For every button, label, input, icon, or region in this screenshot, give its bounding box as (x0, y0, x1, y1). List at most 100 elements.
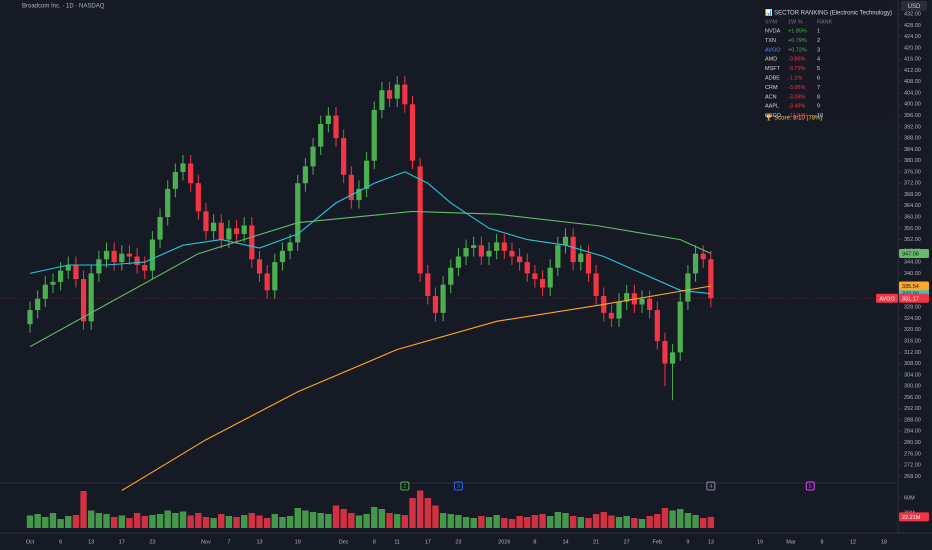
candle-body (195, 183, 201, 212)
candle-body (670, 352, 676, 364)
candle-body (685, 273, 691, 302)
volume-bar (110, 517, 118, 528)
candle-body (272, 262, 278, 291)
ticker-tag-box (876, 293, 898, 303)
volume-bar (263, 518, 271, 528)
volume-bar (133, 513, 141, 528)
y-tick-label: 300.00 (904, 384, 921, 390)
volume-bar (631, 518, 638, 528)
volume-bar (241, 515, 248, 528)
volume-bar (294, 508, 301, 528)
candle-body (149, 239, 155, 271)
volume-bar (615, 517, 623, 528)
candle-body (364, 160, 370, 189)
candle-body (639, 298, 645, 305)
y-tick-label: 328.00 (904, 305, 921, 311)
volume-bar (638, 519, 646, 528)
event-label: 2 (403, 484, 406, 490)
candle-body (417, 166, 423, 274)
volume-tag-box (899, 512, 929, 522)
volume-bar (371, 507, 378, 528)
x-tick-label: Dec (339, 539, 349, 545)
x-tick-label: 13 (708, 539, 714, 545)
candle-body (42, 284, 48, 299)
candle-body (188, 163, 194, 184)
candle-body (371, 109, 377, 161)
event-marker (706, 481, 716, 491)
volume-bar (547, 516, 554, 528)
volume-bar (57, 519, 64, 528)
volume-bar (661, 508, 669, 528)
candle-body (386, 90, 393, 99)
volume-bar (164, 510, 171, 528)
event-marker (400, 481, 410, 491)
candle-body (295, 183, 301, 243)
y-tick-label: 372.00 (904, 181, 921, 187)
candle-body (677, 301, 683, 353)
candle-body (478, 245, 484, 257)
candle-body (440, 284, 446, 313)
table-rank: 9 (817, 104, 820, 110)
x-tick-label: 23 (149, 539, 155, 545)
candle-body (241, 225, 247, 234)
volume-bar (493, 515, 500, 528)
table-symbol: CRM (765, 85, 778, 91)
candle-body (471, 245, 477, 249)
volume-bar (539, 514, 546, 528)
candle-body (302, 166, 308, 184)
volume-bar (218, 514, 225, 528)
y-tick-label: 312.00 (904, 350, 921, 356)
ma-tag-box (899, 281, 929, 291)
volume-bar (95, 513, 103, 528)
volume-bar (623, 516, 630, 528)
y-tick-label: 316.00 (904, 339, 921, 345)
volume-bar (80, 491, 87, 528)
volume-bar (26, 515, 34, 528)
x-tick-label: Nov (201, 539, 211, 545)
y-tick-label: 344.00 (904, 260, 921, 266)
candle-body (249, 225, 255, 260)
x-tick-label: 8 (533, 539, 536, 545)
volume-bar (118, 515, 125, 528)
volume-bar (424, 498, 431, 528)
y-tick-label: 272.00 (904, 463, 921, 469)
candle-body (287, 242, 293, 251)
volume-bar (401, 515, 409, 528)
volume-bar (225, 516, 233, 528)
y-tick-label: 360.00 (904, 214, 921, 220)
currency[interactable]: USD (908, 4, 921, 10)
x-tick-label: 8 (373, 539, 376, 545)
table-change: -1.1% (788, 75, 802, 81)
volume-bar (271, 514, 278, 528)
event-label: 5 (809, 484, 812, 490)
y-tick-label: 364.00 (904, 203, 921, 209)
event-marker (805, 481, 815, 491)
volume-bar (72, 515, 80, 528)
candle-body (341, 138, 347, 175)
volume-bar (317, 513, 324, 528)
volume-bar (210, 518, 217, 528)
x-tick-label: Mar (786, 539, 796, 545)
table-header: RANK (817, 19, 833, 25)
candle-body (73, 264, 79, 280)
candle-body (348, 174, 354, 201)
volume-bar (172, 513, 179, 528)
candle-body (509, 250, 515, 257)
currency-box[interactable] (901, 1, 927, 11)
table-symbol: ACN (765, 94, 777, 100)
candle-body (578, 253, 584, 263)
x-tick-label: 21 (593, 539, 599, 545)
candle-body (394, 84, 400, 99)
y-tick-label: 280.00 (904, 440, 921, 446)
y-tick-label: 400.00 (904, 102, 921, 108)
table-rank: 3 (817, 47, 820, 53)
volume-bar (65, 516, 72, 528)
x-tick-label: Oct (26, 539, 35, 545)
volume-bar (286, 516, 294, 528)
volume-bar (279, 517, 286, 528)
table-symbol: MSFT (765, 66, 781, 72)
y-tick-label: 416.00 (904, 57, 921, 63)
candle-body (50, 281, 56, 285)
candle-body (142, 264, 148, 271)
